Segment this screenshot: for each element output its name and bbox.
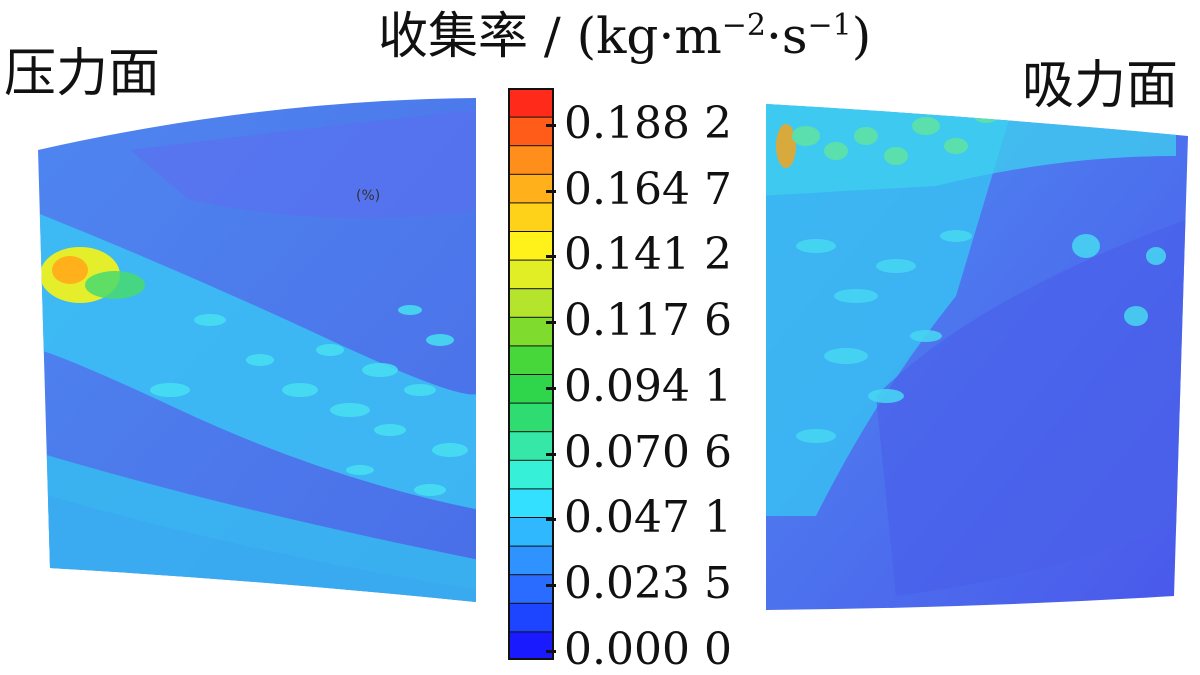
- colorbar-title: 收集率 / (kg·m−2·s−1): [378, 6, 871, 74]
- colorbar-tick-label: 0.094 1: [564, 360, 732, 412]
- suction-side-contour: [766, 104, 1188, 610]
- colorbar-tick-mark: [546, 189, 556, 193]
- colorbar-tick-mark: [546, 255, 556, 259]
- colorbar-tick-mark: [546, 649, 556, 653]
- colorbar-tick-mark: [546, 452, 556, 456]
- colorbar-tick-mark: [546, 518, 556, 522]
- colorbar-segment: [508, 88, 554, 118]
- colorbar-tick-mark: [546, 124, 556, 127]
- title-main: 收集率 / (kg·m: [378, 7, 722, 65]
- colorbar-tick-label: 0.000 0: [564, 623, 732, 675]
- colorbar-segment: [508, 287, 554, 318]
- colorbar-segment: [508, 430, 554, 461]
- title-close: ): [851, 7, 872, 65]
- colorbar-segment: [508, 573, 554, 604]
- colorbar-tick-label: 0.023 5: [564, 557, 732, 609]
- colorbar-tick-label: 0.141 2: [564, 229, 732, 281]
- colorbar: [508, 88, 554, 660]
- colorbar-segment: [508, 602, 554, 633]
- colorbar-tick-label: 0.070 6: [564, 426, 732, 478]
- colorbar-segment: [508, 116, 554, 147]
- colorbar-segment: [508, 344, 554, 375]
- suction-side-label: 吸力面: [1022, 56, 1179, 116]
- colorbar-tick-mark: [546, 583, 556, 587]
- colorbar-segment: [508, 402, 554, 433]
- colorbar-tick-mark: [546, 321, 556, 325]
- pressure-side-contour: [38, 98, 476, 602]
- colorbar-tick-mark: [546, 386, 556, 390]
- colorbar-tick-label: 0.117 6: [564, 295, 732, 347]
- title-exp2: −1: [807, 8, 852, 43]
- colorbar-segment: [508, 459, 554, 490]
- colorbar-tick-label: 0.164 7: [564, 163, 732, 215]
- colorbar-segment: [508, 516, 554, 547]
- inset-percent-label: (%): [356, 188, 381, 204]
- colorbar-tick-label: 0.188 2: [564, 98, 732, 149]
- title-exp1: −2: [721, 8, 766, 43]
- colorbar-segment: [508, 201, 554, 233]
- colorbar-segment: [508, 487, 554, 518]
- pressure-side-label: 压力面: [4, 44, 161, 104]
- colorbar-segment: [508, 630, 554, 660]
- colorbar-segment: [508, 144, 554, 175]
- colorbar-segment: [508, 173, 554, 204]
- colorbar-segment: [508, 545, 554, 576]
- colorbar-tick-label: 0.047 1: [564, 492, 732, 544]
- title-mid: ·s: [765, 7, 808, 65]
- colorbar-segment: [508, 259, 554, 290]
